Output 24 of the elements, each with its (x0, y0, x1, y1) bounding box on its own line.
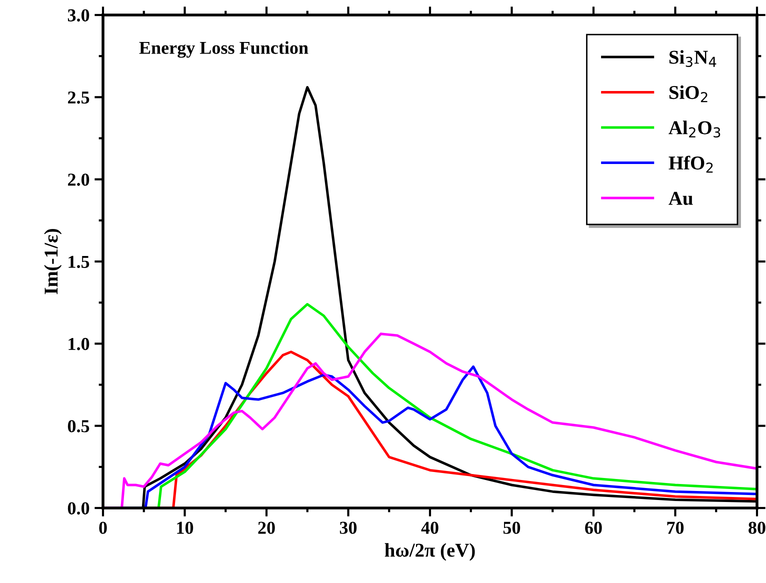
y-tick-label: 0.5 (68, 420, 90, 432)
x-tick-label: 10 (177, 522, 194, 534)
x-tick-label: 80 (748, 522, 766, 534)
legend-label: Si$_{3}$N$_{4}$ (669, 50, 716, 68)
legend-label: HfO$_{2}$ (668, 156, 713, 173)
text: Energy Loss Function (139, 41, 308, 58)
legend-label: Al$_{2}$O$_{3}$ (668, 120, 720, 138)
y-tick-label: 3.0 (68, 9, 90, 22)
x-axis-title: hω/2π (eV) (384, 543, 475, 561)
legend-label: Au (668, 192, 693, 205)
y-tick-label: 1.0 (68, 338, 90, 350)
x-tick-label: 50 (503, 522, 520, 534)
x-tick-label: 60 (585, 522, 602, 534)
x-tick-label: 30 (340, 522, 357, 534)
x-tick-label: 70 (667, 522, 684, 534)
x-tick-label: 40 (421, 522, 438, 534)
x-tick-label: 20 (258, 522, 275, 534)
y-axis-title: Im(-1/ε) (44, 229, 62, 294)
y-tick-label: 1.5 (68, 256, 90, 268)
y-tick-label: 2.0 (68, 174, 90, 186)
y-tick-label: 2.5 (68, 91, 90, 104)
y-tick-label: 0.0 (68, 502, 90, 515)
legend-label: SiO$_{2}$ (669, 85, 708, 102)
x-tick-label: 0 (99, 522, 107, 534)
